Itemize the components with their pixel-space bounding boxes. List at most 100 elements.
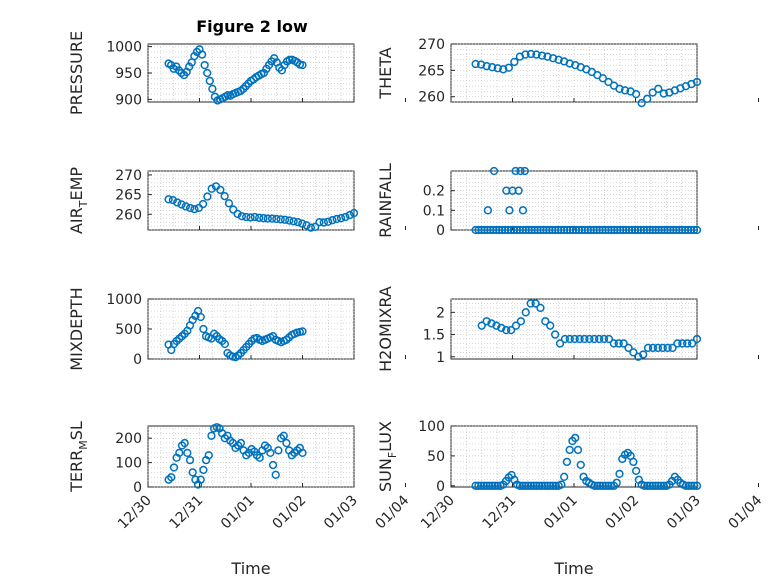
- data-point: [683, 225, 693, 235]
- y-tick-label: 265: [418, 63, 445, 79]
- data-point: [562, 457, 572, 467]
- y-tick-label: 270: [115, 168, 142, 184]
- data-point: [512, 225, 522, 235]
- data-point: [489, 225, 498, 235]
- data-point: [500, 225, 510, 235]
- data-point: [601, 225, 610, 235]
- data-point: [613, 225, 622, 235]
- data-point: [480, 225, 489, 235]
- x-tick-label: 01/02: [602, 493, 642, 533]
- data-point: [631, 466, 641, 476]
- data-point: [604, 77, 613, 87]
- data-point: [689, 225, 699, 235]
- data-point: [518, 206, 528, 215]
- data-point: [643, 94, 652, 103]
- y-tick-label: 0: [436, 479, 445, 495]
- data-point: [648, 481, 657, 490]
- data-point: [266, 448, 275, 457]
- data-point: [198, 199, 208, 209]
- data-point: [585, 334, 594, 344]
- x-tick-label: 01/04: [725, 492, 765, 532]
- data-point: [575, 334, 584, 344]
- data-point: [167, 473, 176, 482]
- data-point: [565, 445, 574, 455]
- data-point: [551, 481, 561, 490]
- x-tick-label: 12/31: [479, 493, 519, 533]
- data-point: [268, 460, 278, 470]
- y-axis-label: PRESSURE: [67, 31, 86, 115]
- data-point: [568, 225, 578, 235]
- y-axis-label-tail: SL: [67, 421, 86, 440]
- data-point: [590, 334, 599, 344]
- data-point: [298, 327, 307, 336]
- data-point: [246, 213, 255, 222]
- data-point: [514, 186, 523, 195]
- data-point: [631, 89, 641, 99]
- data-point: [654, 225, 663, 235]
- data-point: [672, 225, 681, 235]
- data-point: [686, 225, 696, 235]
- data-point: [521, 481, 530, 490]
- data-point: [493, 481, 502, 490]
- data-point: [541, 317, 550, 326]
- data-point: [518, 481, 527, 490]
- data-point: [532, 481, 541, 490]
- panel-theta: 260 265 270 THETA: [376, 37, 759, 108]
- x-tick-label: 01/04: [372, 492, 412, 532]
- data-point: [573, 445, 583, 455]
- data-point: [577, 225, 587, 235]
- y-tick-label: 0: [436, 223, 445, 239]
- x-tick-label: 12/30: [115, 493, 155, 533]
- data-point: [580, 225, 589, 235]
- data-point: [285, 216, 294, 225]
- data-point: [692, 334, 702, 344]
- data-point: [571, 225, 581, 235]
- data-point: [659, 89, 668, 98]
- data-point: [298, 60, 307, 70]
- data-point: [543, 481, 552, 490]
- data-point: [289, 217, 298, 226]
- data-point: [654, 84, 663, 93]
- data-point: [565, 334, 574, 344]
- data-point: [648, 225, 657, 235]
- data-point: [196, 475, 205, 484]
- panel-terr_msl: 0 100 200 12/30 12/31 01/01 01/02 01/03 01/04 Tim…: [67, 421, 412, 578]
- y-axis-label-main: TERR: [67, 450, 86, 493]
- data-point: [660, 225, 669, 235]
- data-point: [531, 299, 540, 308]
- data-point: [168, 195, 178, 205]
- data-point: [535, 481, 544, 490]
- data-point: [622, 225, 631, 235]
- data-point: [298, 448, 307, 457]
- data-point: [580, 334, 589, 344]
- data-point: [220, 192, 229, 201]
- data-point: [574, 225, 584, 235]
- data-point: [302, 221, 311, 230]
- data-point: [274, 446, 283, 455]
- data-point: [518, 225, 527, 235]
- data-point: [633, 225, 643, 235]
- data-point: [495, 225, 504, 235]
- data-point: [506, 325, 516, 335]
- data-point: [629, 348, 638, 357]
- x-tick-label: 01/03: [321, 493, 361, 533]
- data-point: [482, 481, 491, 490]
- data-point: [216, 185, 225, 195]
- data-point: [595, 481, 605, 490]
- data-point: [306, 223, 316, 232]
- data-point: [319, 218, 328, 227]
- data-point: [293, 217, 303, 227]
- data-point: [658, 343, 667, 353]
- data-point: [267, 214, 277, 223]
- data-point: [604, 334, 614, 344]
- data-point: [532, 50, 541, 59]
- x-axis-label: Time: [230, 559, 270, 578]
- data-point: [515, 225, 525, 235]
- data-point: [678, 339, 687, 348]
- data-point: [199, 465, 208, 475]
- data-point: [250, 212, 259, 222]
- y-tick-label: 100: [115, 456, 142, 472]
- data-point: [199, 324, 208, 334]
- data-point: [233, 209, 242, 219]
- panel-sun_flux: 0 50 100 12/30 12/31 01/01 01/02 01/03 01/04 Time…: [376, 419, 765, 578]
